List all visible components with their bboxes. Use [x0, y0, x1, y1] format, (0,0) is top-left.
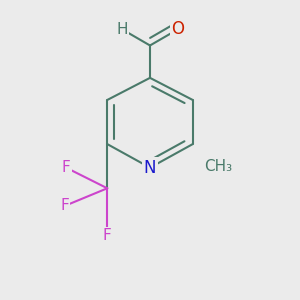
- Text: F: F: [62, 160, 70, 175]
- Text: N: N: [144, 159, 156, 177]
- Text: O: O: [172, 20, 184, 38]
- Text: F: F: [103, 228, 112, 243]
- Text: CH₃: CH₃: [205, 159, 232, 174]
- Text: F: F: [60, 198, 69, 213]
- Text: H: H: [116, 22, 128, 37]
